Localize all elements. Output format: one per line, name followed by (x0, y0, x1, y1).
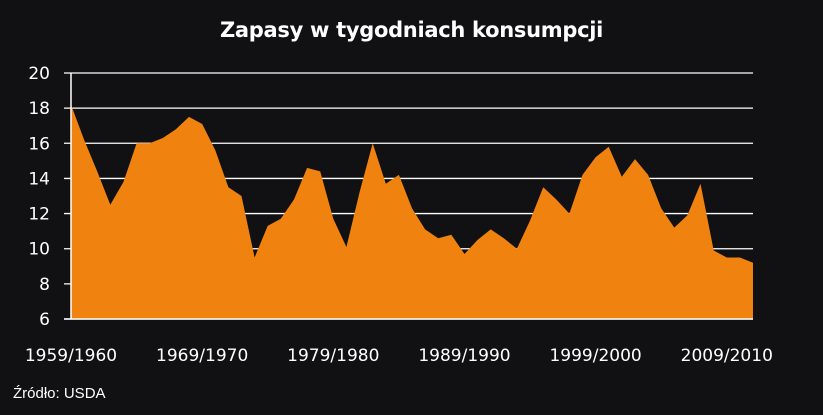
axes (64, 73, 753, 320)
y-tick-label: 8 (39, 275, 50, 295)
x-axis-ticks: 1959/1960 1969/1970 1979/1980 1989/1990 1999… (25, 346, 773, 366)
x-tick-label: 1969/1970 (156, 346, 248, 366)
data-area (71, 104, 753, 319)
y-tick-label: 6 (39, 310, 50, 330)
x-tick-label: 1989/1990 (418, 346, 510, 366)
y-axis-ticks: 6 8 10 12 14 16 18 20 (28, 64, 50, 330)
y-tick-label: 10 (28, 240, 50, 260)
x-tick-label: 1959/1960 (25, 346, 117, 366)
y-tick-label: 14 (28, 169, 50, 189)
chart-title: Zapasy w tygodniach konsumpcji (219, 18, 604, 42)
x-tick-label: 1979/1980 (287, 346, 379, 366)
x-tick-label: 2009/2010 (681, 346, 773, 366)
area-chart: 6 8 10 12 14 16 18 20 1959/1960 1969/1970 1979/19… (25, 64, 773, 366)
y-tick-label: 16 (28, 134, 50, 154)
y-tick-label: 18 (28, 99, 50, 119)
x-tick-label: 1999/2000 (549, 346, 641, 366)
y-tick-label: 20 (28, 64, 50, 84)
source-note: Źródło: USDA (13, 385, 106, 402)
y-tick-label: 12 (28, 205, 50, 225)
